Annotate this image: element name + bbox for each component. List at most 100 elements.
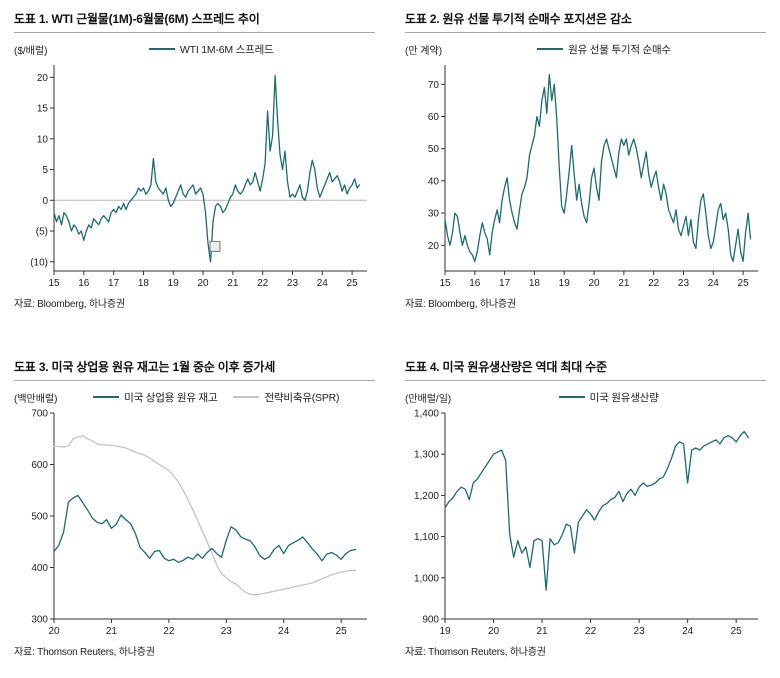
svg-text:22: 22 — [163, 626, 175, 637]
figure-4-panel: 도표 4. 미국 원유생산량은 역대 최대 수준 (만배럴/일) 미국 원유생산… — [405, 358, 766, 658]
legend-entry: 미국 상업용 원유 재고 — [93, 390, 218, 405]
svg-text:10: 10 — [37, 134, 49, 145]
figure-1-title: 도표 1. WTI 근월물(1M)-6월물(6M) 스프레드 추이 — [14, 10, 375, 33]
svg-text:1,400: 1,400 — [414, 409, 439, 420]
figure-3-source: 자료: Thomson Reuters, 하나증권 — [14, 647, 155, 658]
legend-entry: WTI 1M-6M 스프레드 — [148, 42, 274, 57]
figure-4-legend: 미국 원유생산량 — [451, 390, 766, 405]
svg-text:300: 300 — [31, 615, 48, 626]
svg-text:24: 24 — [317, 278, 329, 289]
legend-label: 원유 선물 투기적 순매수 — [568, 43, 671, 56]
svg-text:19: 19 — [559, 278, 571, 289]
svg-text:15: 15 — [37, 104, 49, 115]
svg-text:23: 23 — [221, 626, 233, 637]
svg-text:20: 20 — [37, 73, 49, 84]
svg-text:0: 0 — [42, 196, 48, 207]
svg-text:500: 500 — [31, 512, 48, 523]
line-swatch-icon — [558, 396, 585, 398]
figure-4-meta: (만배럴/일) 미국 원유생산량 — [405, 387, 766, 407]
figure-4-source: 자료: Thomson Reuters, 하나증권 — [405, 647, 546, 658]
svg-text:22: 22 — [648, 278, 660, 289]
svg-text:70: 70 — [428, 80, 440, 91]
svg-text:50: 50 — [428, 144, 440, 155]
svg-text:1,000: 1,000 — [414, 573, 439, 584]
svg-text:5: 5 — [42, 165, 48, 176]
svg-text:(5): (5) — [36, 227, 48, 238]
line-swatch-icon — [148, 48, 175, 50]
svg-text:21: 21 — [536, 626, 548, 637]
figure-2-meta: (만 계약) 원유 선물 투기적 순매수 — [405, 39, 766, 59]
svg-text:24: 24 — [708, 278, 720, 289]
svg-text:23: 23 — [634, 626, 646, 637]
figure-1-panel: 도표 1. WTI 근월물(1M)-6월물(6M) 스프레드 추이 ($/배럴)… — [14, 10, 375, 310]
svg-text:400: 400 — [31, 563, 48, 574]
svg-text:21: 21 — [106, 626, 118, 637]
svg-text:30: 30 — [428, 209, 440, 220]
svg-text:24: 24 — [682, 626, 694, 637]
svg-text:1,100: 1,100 — [414, 532, 439, 543]
svg-text:22: 22 — [585, 626, 597, 637]
figure-3-unit-label: (백만배럴) — [14, 393, 58, 405]
svg-text:1,300: 1,300 — [414, 450, 439, 461]
figure-2-title: 도표 2. 원유 선물 투기적 순매수 포지션은 감소 — [405, 10, 766, 33]
svg-text:600: 600 — [31, 460, 48, 471]
figure-2-chart-canvas: 70 60 50 40 30 20 15 16 17 18 19 20 21 22 23 24 25 — [428, 65, 758, 289]
svg-text:19: 19 — [439, 626, 451, 637]
figure-2-panel: 도표 2. 원유 선물 투기적 순매수 포지션은 감소 (만 계약) 원유 선물… — [405, 10, 766, 310]
figure-4-title: 도표 4. 미국 원유생산량은 역대 최대 수준 — [405, 358, 766, 381]
figure-4-unit-label: (만배럴/일) — [405, 393, 452, 405]
svg-text:20: 20 — [428, 241, 440, 252]
svg-text:15: 15 — [48, 278, 60, 289]
charts-grid: 도표 1. WTI 근월물(1M)-6월물(6M) 스프레드 추이 ($/배럴)… — [14, 10, 766, 658]
line-swatch-icon — [93, 396, 120, 398]
svg-text:18: 18 — [138, 278, 150, 289]
line-swatch-icon — [233, 396, 260, 398]
figure-3-title: 도표 3. 미국 상업용 원유 재고는 1월 중순 이후 증가세 — [14, 358, 375, 381]
svg-text:60: 60 — [428, 112, 440, 123]
svg-text:25: 25 — [347, 278, 359, 289]
svg-text:(10): (10) — [30, 257, 48, 268]
svg-text:700: 700 — [31, 409, 48, 420]
svg-text:25: 25 — [731, 626, 743, 637]
svg-text:20: 20 — [48, 626, 60, 637]
svg-text:1,200: 1,200 — [414, 491, 439, 502]
svg-text:25: 25 — [336, 626, 348, 637]
svg-text:20: 20 — [197, 278, 209, 289]
figure-2-source: 자료: Bloomberg, 하나증권 — [405, 299, 516, 310]
svg-text:21: 21 — [227, 278, 239, 289]
figure-2-unit-label: (만 계약) — [405, 45, 443, 57]
figure-1-legend: WTI 1M-6M 스프레드 — [47, 42, 375, 57]
legend-label: 전략비축유(SPR) — [264, 391, 340, 404]
svg-text:17: 17 — [499, 278, 511, 289]
legend-label: WTI 1M-6M 스프레드 — [179, 43, 274, 56]
svg-text:16: 16 — [78, 278, 90, 289]
svg-text:24: 24 — [278, 626, 290, 637]
legend-entry: 원유 선물 투기적 순매수 — [537, 42, 671, 57]
legend-entry: 미국 원유생산량 — [558, 390, 659, 405]
svg-text:23: 23 — [287, 278, 299, 289]
svg-text:23: 23 — [678, 278, 690, 289]
figure-3-legend: 미국 상업용 원유 재고 전략비축유(SPR) — [57, 390, 375, 405]
figure-1-source: 자료: Bloomberg, 하나증권 — [14, 299, 125, 310]
legend-label: 미국 상업용 원유 재고 — [124, 391, 218, 404]
legend-entry: 전략비축유(SPR) — [233, 390, 340, 405]
svg-text:18: 18 — [529, 278, 541, 289]
svg-text:900: 900 — [422, 615, 439, 626]
figure-1-unit-label: ($/배럴) — [14, 45, 48, 57]
svg-text:17: 17 — [108, 278, 120, 289]
line-swatch-icon — [537, 48, 564, 50]
figure-3-meta: (백만배럴) 미국 상업용 원유 재고 전략비축유(SPR) — [14, 387, 375, 407]
figure-3-panel: 도표 3. 미국 상업용 원유 재고는 1월 중순 이후 증가세 (백만배럴) … — [14, 358, 375, 658]
svg-text:20: 20 — [488, 626, 500, 637]
svg-text:16: 16 — [469, 278, 481, 289]
svg-text:19: 19 — [168, 278, 180, 289]
svg-text:15: 15 — [439, 278, 451, 289]
svg-text:20: 20 — [588, 278, 600, 289]
svg-text:22: 22 — [257, 278, 269, 289]
svg-text:40: 40 — [428, 176, 440, 187]
svg-text:21: 21 — [618, 278, 630, 289]
